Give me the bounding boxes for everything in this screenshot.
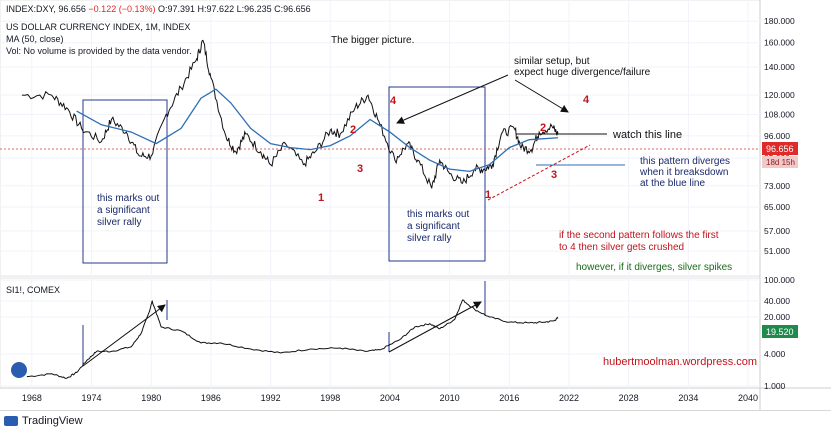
y-tick-label: 108.000 [764, 109, 795, 119]
watch-line-note: watch this line [612, 129, 682, 141]
x-tick-label: 2028 [619, 393, 639, 403]
website-watermark: hubertmoolman.wordpress.com [603, 356, 757, 368]
tradingview-logo-icon [4, 416, 18, 426]
x-tick-label: 1974 [82, 393, 102, 403]
timer-badge-text: 18d 15h [766, 158, 795, 167]
similar-setup-note-1: similar setup, but [514, 56, 590, 67]
x-tick-label: 1998 [320, 393, 340, 403]
ohlc-high: H:97.622 [198, 4, 235, 14]
ohlc-open: O:97.391 [158, 4, 195, 14]
spikes-note: however, if it diverges, silver spikes [576, 262, 732, 273]
price-badge-text: 96.656 [766, 144, 794, 154]
silver-price-line[interactable] [26, 299, 559, 379]
silver-y-tick-label: 4.000 [764, 349, 786, 359]
x-tick-label: 1968 [22, 393, 42, 403]
plot-area [21, 39, 559, 379]
silver-y-tick-label: 40.000 [764, 296, 790, 306]
arrow-to-first-top [396, 74, 509, 124]
price-scale[interactable] [760, 0, 831, 410]
y-tick-label: 65.000 [764, 202, 790, 212]
price-badge [762, 142, 798, 155]
y-tick-label: 96.000 [764, 131, 790, 141]
ohlc-low: L:96.235 [237, 4, 272, 14]
x-tick-label: 2034 [678, 393, 698, 403]
crushed-note-2: to 4 then silver gets crushed [559, 242, 684, 253]
wave-label-2-second: 2 [540, 122, 546, 134]
gridlines [0, 0, 760, 388]
silver-rally-arrow-left [82, 304, 166, 367]
wave-label-1-first: 1 [318, 192, 324, 204]
x-tick-label: 2016 [499, 393, 519, 403]
ohlc-header: INDEX:DXY, 96.656 −0.122 (−0.13%) O:97.3… [6, 4, 311, 14]
volume-legend: Vol: No volume is provided by the data v… [6, 46, 192, 56]
y-tick-label: 180.000 [764, 16, 795, 26]
right-highlight-box [388, 86, 486, 262]
left-highlight-box [82, 99, 168, 264]
y-tick-label: 160.000 [764, 38, 795, 48]
right-box-note-3: silver rally [407, 233, 451, 244]
ohlc-last: 96.656 [58, 4, 86, 14]
silver-y-tick-label: 20.000 [764, 312, 790, 322]
y-tick-label: 51.000 [764, 246, 790, 256]
x-tick-label: 2010 [440, 393, 460, 403]
wave-label-3-first: 3 [357, 163, 363, 175]
x-tick-label: 1986 [201, 393, 221, 403]
right-box-note-2: a significant [407, 221, 460, 232]
x-tick-label: 1992 [261, 393, 281, 403]
ma-legend[interactable]: MA (50, close) [6, 34, 64, 44]
x-tick-label: 2040 [738, 393, 758, 403]
ohlc-close: C:96.656 [274, 4, 311, 14]
silver-y-tick-label: 100.000 [764, 275, 795, 285]
silver-pane[interactable] [0, 277, 761, 389]
wave-label-1-second: 1 [485, 189, 491, 201]
silver-badge [762, 325, 798, 338]
silver-pane-title: SI1!, COMEX [6, 285, 60, 295]
ohlc-change: −0.122 (−0.13%) [88, 4, 155, 14]
bigger-picture-note: The bigger picture. [331, 35, 414, 46]
x-tick-label: 2004 [380, 393, 400, 403]
main-pane[interactable] [0, 0, 761, 277]
silver-badge-text: 19.520 [766, 327, 794, 337]
symbol-label: INDEX:DXY [6, 4, 55, 14]
wave-label-4-first: 4 [390, 95, 397, 107]
support-trendline [487, 144, 591, 201]
x-tick-label: 2022 [559, 393, 579, 403]
pattern-note-2: when it breaksdown [639, 167, 728, 178]
tradingview-label: TradingView [22, 415, 83, 427]
ma50-line[interactable] [76, 88, 559, 173]
x-tick-label: 1980 [141, 393, 161, 403]
tradingview-brand[interactable]: TradingView [4, 415, 83, 427]
y-tick-label: 120.000 [764, 90, 795, 100]
axis-labels: 1968 1974 1980 1986 1992 1998 2004 2010 2016 2022… [22, 16, 795, 403]
wave-label-4-second: 4 [583, 94, 590, 106]
timer-badge [762, 156, 798, 168]
right-box-note-1: this marks out [407, 209, 469, 220]
similar-setup-note-2: expect huge divergence/failure [514, 67, 651, 78]
left-box-note-2: a significant [97, 205, 150, 216]
series-title: US DOLLAR CURRENCY INDEX, 1M, INDEX [6, 22, 190, 32]
left-box-note-3: silver rally [97, 217, 141, 228]
y-tick-label: 73.000 [764, 181, 790, 191]
left-box-note-1: this marks out [97, 193, 159, 204]
wave-label-2-first: 2 [350, 124, 356, 136]
arrow-to-expected-top [514, 79, 569, 113]
crushed-note-1: if the second pattern follows the first [559, 230, 719, 241]
pattern-note-1: this pattern diverges [640, 156, 730, 167]
wave-label-3-second: 3 [551, 169, 557, 181]
footer-bar [0, 410, 831, 433]
y-tick-label: 57.000 [764, 226, 790, 236]
silver-rally-arrow-right [388, 301, 482, 353]
pattern-note-3: at the blue line [640, 178, 705, 189]
silver-y-tick-label: 1.000 [764, 381, 786, 391]
pane-settings-icon[interactable] [11, 362, 27, 378]
dxy-price-line[interactable] [21, 39, 559, 189]
y-tick-label: 140.000 [764, 62, 795, 72]
